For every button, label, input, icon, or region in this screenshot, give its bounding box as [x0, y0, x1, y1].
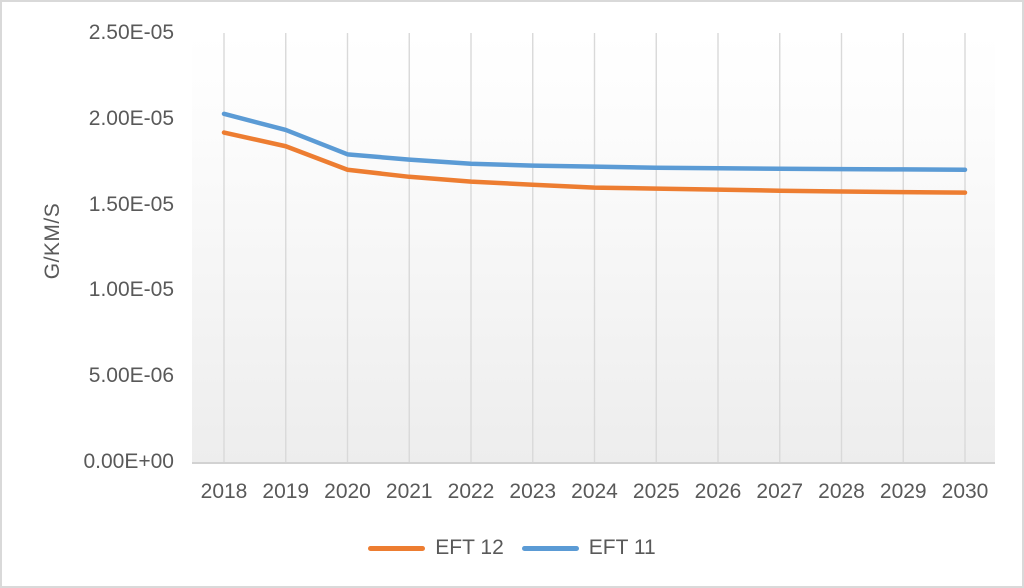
x-tick-label: 2020	[324, 480, 371, 503]
x-tick-label: 2029	[879, 480, 927, 503]
x-tick-label: 2030	[941, 480, 989, 503]
plot-svg	[221, 33, 968, 462]
x-tick-label: 2028	[818, 480, 865, 503]
x-tick-label: 2025	[632, 480, 680, 503]
x-tick-label: 2023	[509, 480, 557, 503]
legend-label: EFT 11	[588, 536, 656, 559]
x-tick-label: 2026	[694, 480, 742, 503]
y-tick-label: 2.00E-05	[88, 106, 174, 130]
legend-item-eft-12: EFT 12	[368, 536, 504, 560]
plot-area	[192, 33, 995, 464]
y-axis-title: G/KM/S	[41, 202, 64, 280]
y-tick-label: 1.00E-05	[88, 278, 174, 302]
y-tick-label: 2.50E-05	[88, 21, 174, 44]
y-tick-label: 5.00E-06	[88, 364, 174, 388]
legend-line-marker	[368, 545, 426, 551]
series-line-eft-11	[221, 111, 968, 173]
x-tick-label: 2022	[447, 480, 495, 503]
legend-line-marker	[521, 545, 579, 551]
x-tick-label: 2024	[571, 480, 618, 503]
x-tick-label: 2019	[262, 480, 310, 503]
series-line-eft-12	[221, 130, 968, 195]
x-tick-label: 2021	[385, 480, 433, 503]
legend: EFT 12 EFT 11	[2, 536, 1022, 560]
legend-label: EFT 12	[435, 536, 504, 559]
legend-item-eft-11: EFT 11	[521, 536, 656, 560]
x-tick-label: 2027	[756, 480, 804, 503]
y-tick-label: 0.00E+00	[83, 450, 174, 473]
x-tick-label: 2018	[200, 480, 248, 503]
y-tick-label: 1.50E-05	[88, 192, 174, 216]
